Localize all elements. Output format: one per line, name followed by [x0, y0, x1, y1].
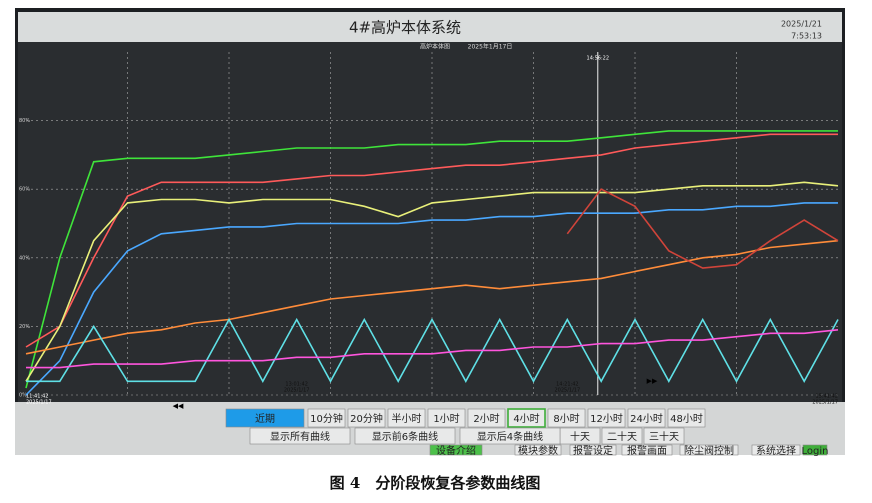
range-button[interactable]: 20分钟 [350, 412, 383, 425]
range-button[interactable]: 半小时 [392, 412, 422, 425]
chart-title: 高炉本体图 [420, 43, 450, 51]
nav-button-box[interactable] [802, 444, 828, 456]
curve-button[interactable]: 显示后4条曲线 [477, 430, 543, 443]
series-line [25, 202, 838, 396]
curve-button-box[interactable] [354, 427, 456, 445]
series-line [25, 181, 839, 382]
window-title: 4#高炉本体系统 [349, 19, 461, 37]
range-button[interactable]: 2小时 [473, 413, 499, 425]
x-tick-date: 2025/1/17 [812, 400, 838, 406]
series-line [26, 317, 839, 383]
nav-button[interactable]: Login [802, 446, 829, 457]
range-button[interactable]: 近期 [255, 412, 275, 425]
nav-button[interactable]: 报警设定 [573, 444, 613, 457]
window-time: 7:53:13 [791, 32, 822, 41]
range-button-box[interactable] [667, 408, 706, 428]
series-line [26, 329, 839, 369]
range-button-box[interactable] [507, 408, 546, 428]
nav-button[interactable]: 模块参数 [518, 444, 558, 457]
scroll-right[interactable]: ▶▶ [647, 377, 658, 385]
title-bar [18, 12, 842, 42]
curve-button-box[interactable] [459, 427, 561, 445]
range-button-box[interactable] [467, 408, 506, 428]
x-tick-label: 11:41:42 [26, 394, 48, 400]
x-tick-date: 2025/1/17 [284, 388, 310, 394]
range-button[interactable]: 12小时 [590, 413, 623, 425]
range-button[interactable]: 1小时 [433, 413, 459, 425]
series-line [25, 133, 838, 348]
x-tick-label: 13:01:42 [285, 382, 307, 388]
nav-button[interactable]: 报警画面 [627, 444, 667, 457]
window-date: 2025/1/21 [781, 20, 822, 29]
range-button[interactable]: 10分钟 [310, 412, 343, 425]
day-button[interactable]: 二十天 [607, 430, 637, 443]
chart-subtitle: 2025年1月17日 [468, 43, 513, 51]
nav-button-box[interactable] [569, 444, 617, 456]
y-tick-label: 0% [19, 393, 27, 399]
scroll-left[interactable]: ◀◀ [173, 402, 184, 410]
range-button-box[interactable] [307, 408, 346, 428]
range-button-box[interactable] [225, 408, 305, 428]
range-button-box[interactable] [347, 408, 386, 428]
x-tick-label: 15:41:42 [816, 394, 838, 400]
y-tick-label: 80% [19, 118, 30, 124]
day-button[interactable]: 十天 [570, 430, 590, 443]
curve-button-box[interactable] [249, 427, 351, 445]
series-line [566, 188, 839, 269]
nav-button[interactable]: 设备介绍 [436, 444, 476, 457]
x-tick-date: 2025/1/17 [555, 388, 581, 394]
range-button[interactable]: 8小时 [553, 413, 579, 425]
y-tick-label: 60% [19, 187, 30, 193]
range-button[interactable]: 48小时 [670, 413, 703, 425]
day-button-box[interactable] [643, 427, 685, 445]
series-line [25, 239, 839, 355]
range-button-box[interactable] [627, 408, 666, 428]
x-tick-label: 14:21:42 [556, 382, 578, 388]
day-button-box[interactable] [601, 427, 643, 445]
nav-button-box[interactable] [751, 444, 801, 456]
nav-button-box[interactable] [621, 444, 673, 456]
cursor-label: 14:56:22 [587, 56, 609, 62]
day-button[interactable]: 三十天 [649, 430, 679, 443]
nav-button[interactable]: 除尘阀控制 [684, 444, 734, 457]
plot-panel [18, 42, 842, 402]
range-button-box[interactable] [587, 408, 626, 428]
nav-button[interactable]: 系统选择 [756, 444, 796, 457]
figure-caption: 图 4 分阶段恢复各参数曲线图 [330, 474, 541, 492]
y-tick-label: 20% [19, 324, 30, 330]
range-button-box[interactable] [427, 408, 466, 428]
range-button[interactable]: 4小时 [513, 413, 539, 425]
curve-button[interactable]: 显示所有曲线 [270, 430, 330, 443]
nav-button-box[interactable] [514, 444, 562, 456]
range-button-box[interactable] [547, 408, 586, 428]
curve-button[interactable]: 显示前6条曲线 [372, 430, 438, 443]
y-tick-label: 40% [19, 255, 30, 261]
range-button[interactable]: 24小时 [630, 413, 663, 425]
x-tick-date: 2025/1/17 [26, 400, 52, 406]
series-line [25, 130, 838, 389]
range-button-box[interactable] [387, 408, 426, 428]
nav-button-box[interactable] [679, 444, 739, 456]
nav-button-box[interactable] [429, 444, 483, 456]
